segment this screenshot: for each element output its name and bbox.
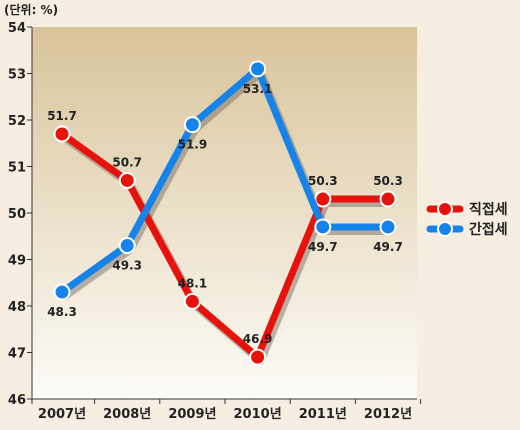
y-tick-label: 49 [8,254,26,269]
x-tick-label: 2008년 [103,407,151,422]
data-label: 51.7 [47,109,77,123]
x-tick-label: 2012년 [364,407,412,422]
data-label: 50.3 [308,174,338,188]
data-label: 49.7 [308,240,338,254]
data-point [379,190,397,208]
data-label: 48.1 [178,276,208,290]
data-point [183,292,201,310]
data-point [249,348,267,366]
y-tick-label: 54 [8,21,26,36]
series-shadow [61,68,395,301]
x-tick-label: 2009년 [168,407,216,422]
data-point [53,125,71,143]
x-tick-label: 2007년 [38,407,86,422]
plot-area [32,27,417,399]
data-point [314,218,332,236]
legend-swatch-marker [437,221,453,237]
unit-label: (단위: %) [4,2,58,17]
x-tick-label: 2011년 [299,407,347,422]
legend-swatch-marker [437,201,453,217]
data-point [379,218,397,236]
data-label: 51.9 [178,138,208,152]
y-tick-label: 52 [8,114,26,129]
series-line [58,130,392,361]
x-tick-label: 2010년 [234,407,282,422]
data-label: 49.7 [373,240,403,254]
data-point [183,116,201,134]
data-point [118,237,136,255]
y-tick-label: 46 [8,393,26,408]
data-point [53,283,71,301]
legend-label: 간접세 [469,221,508,238]
data-label: 49.3 [112,259,142,273]
data-label: 53.1 [243,82,273,96]
data-label: 46.9 [243,332,273,346]
data-label: 50.3 [373,174,403,188]
y-tick-label: 48 [8,300,26,315]
series-line [58,65,392,296]
data-label: 48.3 [47,305,77,319]
y-tick-label: 53 [8,68,26,83]
series-lines [53,60,397,366]
data-point [314,190,332,208]
data-label: 50.7 [112,155,142,169]
data-point [249,60,267,78]
legend-label: 직접세 [469,201,508,218]
y-tick-label: 47 [8,347,26,362]
axes: 46 47 48 49 50 51 52 53 54 2007년 2008년 2009년 2010년 20… [8,21,422,422]
y-tick-label: 51 [8,161,26,176]
data-point [118,171,136,189]
data-labels: 51.7 50.7 48.1 46.9 50.3 50.3 48.3 49.3 51.9 53.1… [47,82,403,346]
y-tick-label: 50 [8,207,26,222]
